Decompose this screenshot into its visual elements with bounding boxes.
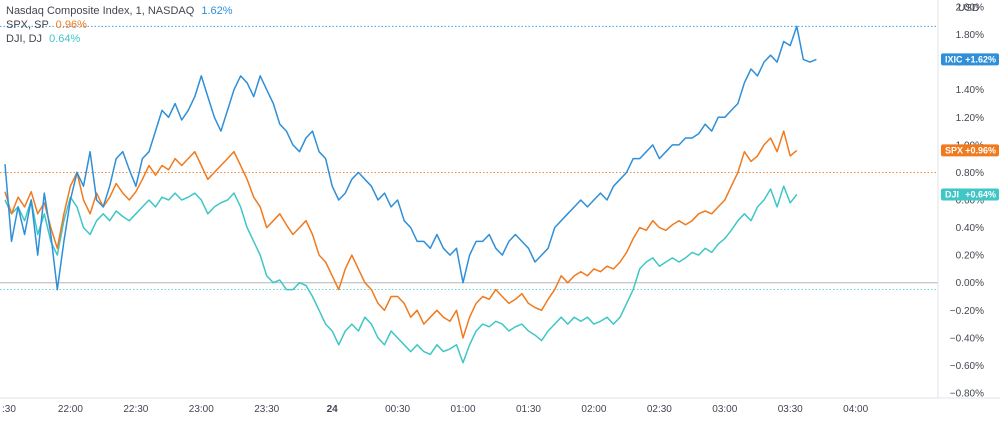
y-tick-label: 2.00% [956,3,984,14]
price-badge-value: +0.96% [965,145,996,155]
series-line-spx[interactable] [4,130,798,339]
legend-change-ixic: 1.62% [201,5,233,17]
price-badge-dji[interactable]: DJI +0.64% [941,188,999,201]
legend-item-spx[interactable]: SPX, SP 0.96% [6,18,233,32]
price-badge-value: +0.64% [965,189,996,199]
x-tick-label: 00:30 [385,404,410,415]
y-tick-label: 0.00% [956,278,984,289]
x-tick-label: 22:00 [58,404,83,415]
x-tick-label: 22:30 [123,404,148,415]
currency-label: USD [958,3,979,14]
legend-item-dji[interactable]: DJI, DJ 0.64% [6,32,233,46]
price-badge-spx[interactable]: SPX +0.96% [941,144,999,157]
price-badge-bg [941,53,999,66]
x-tick-label: 02:00 [581,404,606,415]
legend-item-ixic[interactable]: Nasdaq Composite Index, 1, NASDAQ 1.62% [6,4,233,18]
legend-change-spx: 0.96% [55,19,87,31]
y-tick-label: −0.80% [950,389,984,400]
gridlines [0,25,938,291]
y-tick-label: 1.20% [956,113,984,124]
y-tick-label: 1.80% [956,30,984,41]
x-tick-label: 03:00 [712,404,737,415]
x-tick-label: 23:00 [189,404,214,415]
x-tick-label: 01:30 [516,404,541,415]
x-tick-label: :30 [2,404,16,415]
y-tick-label: −0.40% [950,333,984,344]
legend-change-dji: 0.64% [49,33,81,45]
price-badge-symbol: IXIC [945,54,963,64]
series-line-dji[interactable] [4,185,798,364]
y-tick-label: 1.40% [956,85,984,96]
price-badge-ixic[interactable]: IXIC +1.62% [941,53,999,66]
price-badge-symbol: SPX [945,145,963,155]
x-tick-label: 04:00 [843,404,868,415]
x-tick-label: 02:30 [647,404,672,415]
y-tick-label: 0.80% [956,168,984,179]
price-badge-bg [941,144,999,157]
legend: Nasdaq Composite Index, 1, NASDAQ 1.62% … [6,4,233,46]
series-layer [4,25,817,364]
y-tick-label: −0.60% [950,361,984,372]
y-tick-label: 0.60% [956,196,984,207]
legend-label-ixic: Nasdaq Composite Index, 1, NASDAQ [6,5,195,17]
price-badge-bg [941,188,999,201]
legend-label-spx: SPX, SP [6,19,49,31]
y-tick-label: −0.20% [950,306,984,317]
y-tick-label: 0.40% [956,223,984,234]
legend-label-dji: DJI, DJ [6,33,43,45]
price-badge-symbol: DJI [945,189,959,199]
x-tick-label: 03:30 [778,404,803,415]
x-tick-label: 24 [327,404,339,415]
x-tick-label: 01:00 [451,404,476,415]
price-badge-value: +1.62% [965,54,996,64]
x-tick-label: 23:30 [254,404,279,415]
x-axis[interactable]: :30 22:00 22:30 23:00 23:30 24 00:30 01:00 01:30… [0,397,1000,415]
badges: IXIC +1.62% SPX +0.96% DJI +0.64% [941,53,999,201]
series-line-ixic[interactable] [4,25,817,291]
y-tick-label: 0.20% [956,251,984,262]
